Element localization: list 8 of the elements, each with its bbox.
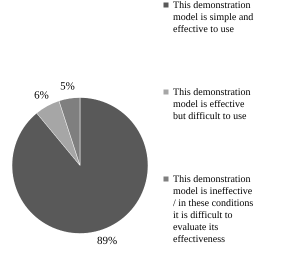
data-label: 89% [97, 234, 118, 247]
pie-slice [12, 97, 148, 234]
data-label: 5% [60, 80, 75, 92]
pie-slice [36, 100, 80, 166]
legend-label: This demonstration model is ineffective / in these conditions it is difficult to evaluate its effectiveness [173, 174, 254, 245]
data-label: 6% [34, 89, 49, 102]
legend-label: This demonstration model is simple and effective to use [173, 0, 254, 35]
legend-label: This demonstration model is effective but difficult to use [173, 87, 250, 122]
